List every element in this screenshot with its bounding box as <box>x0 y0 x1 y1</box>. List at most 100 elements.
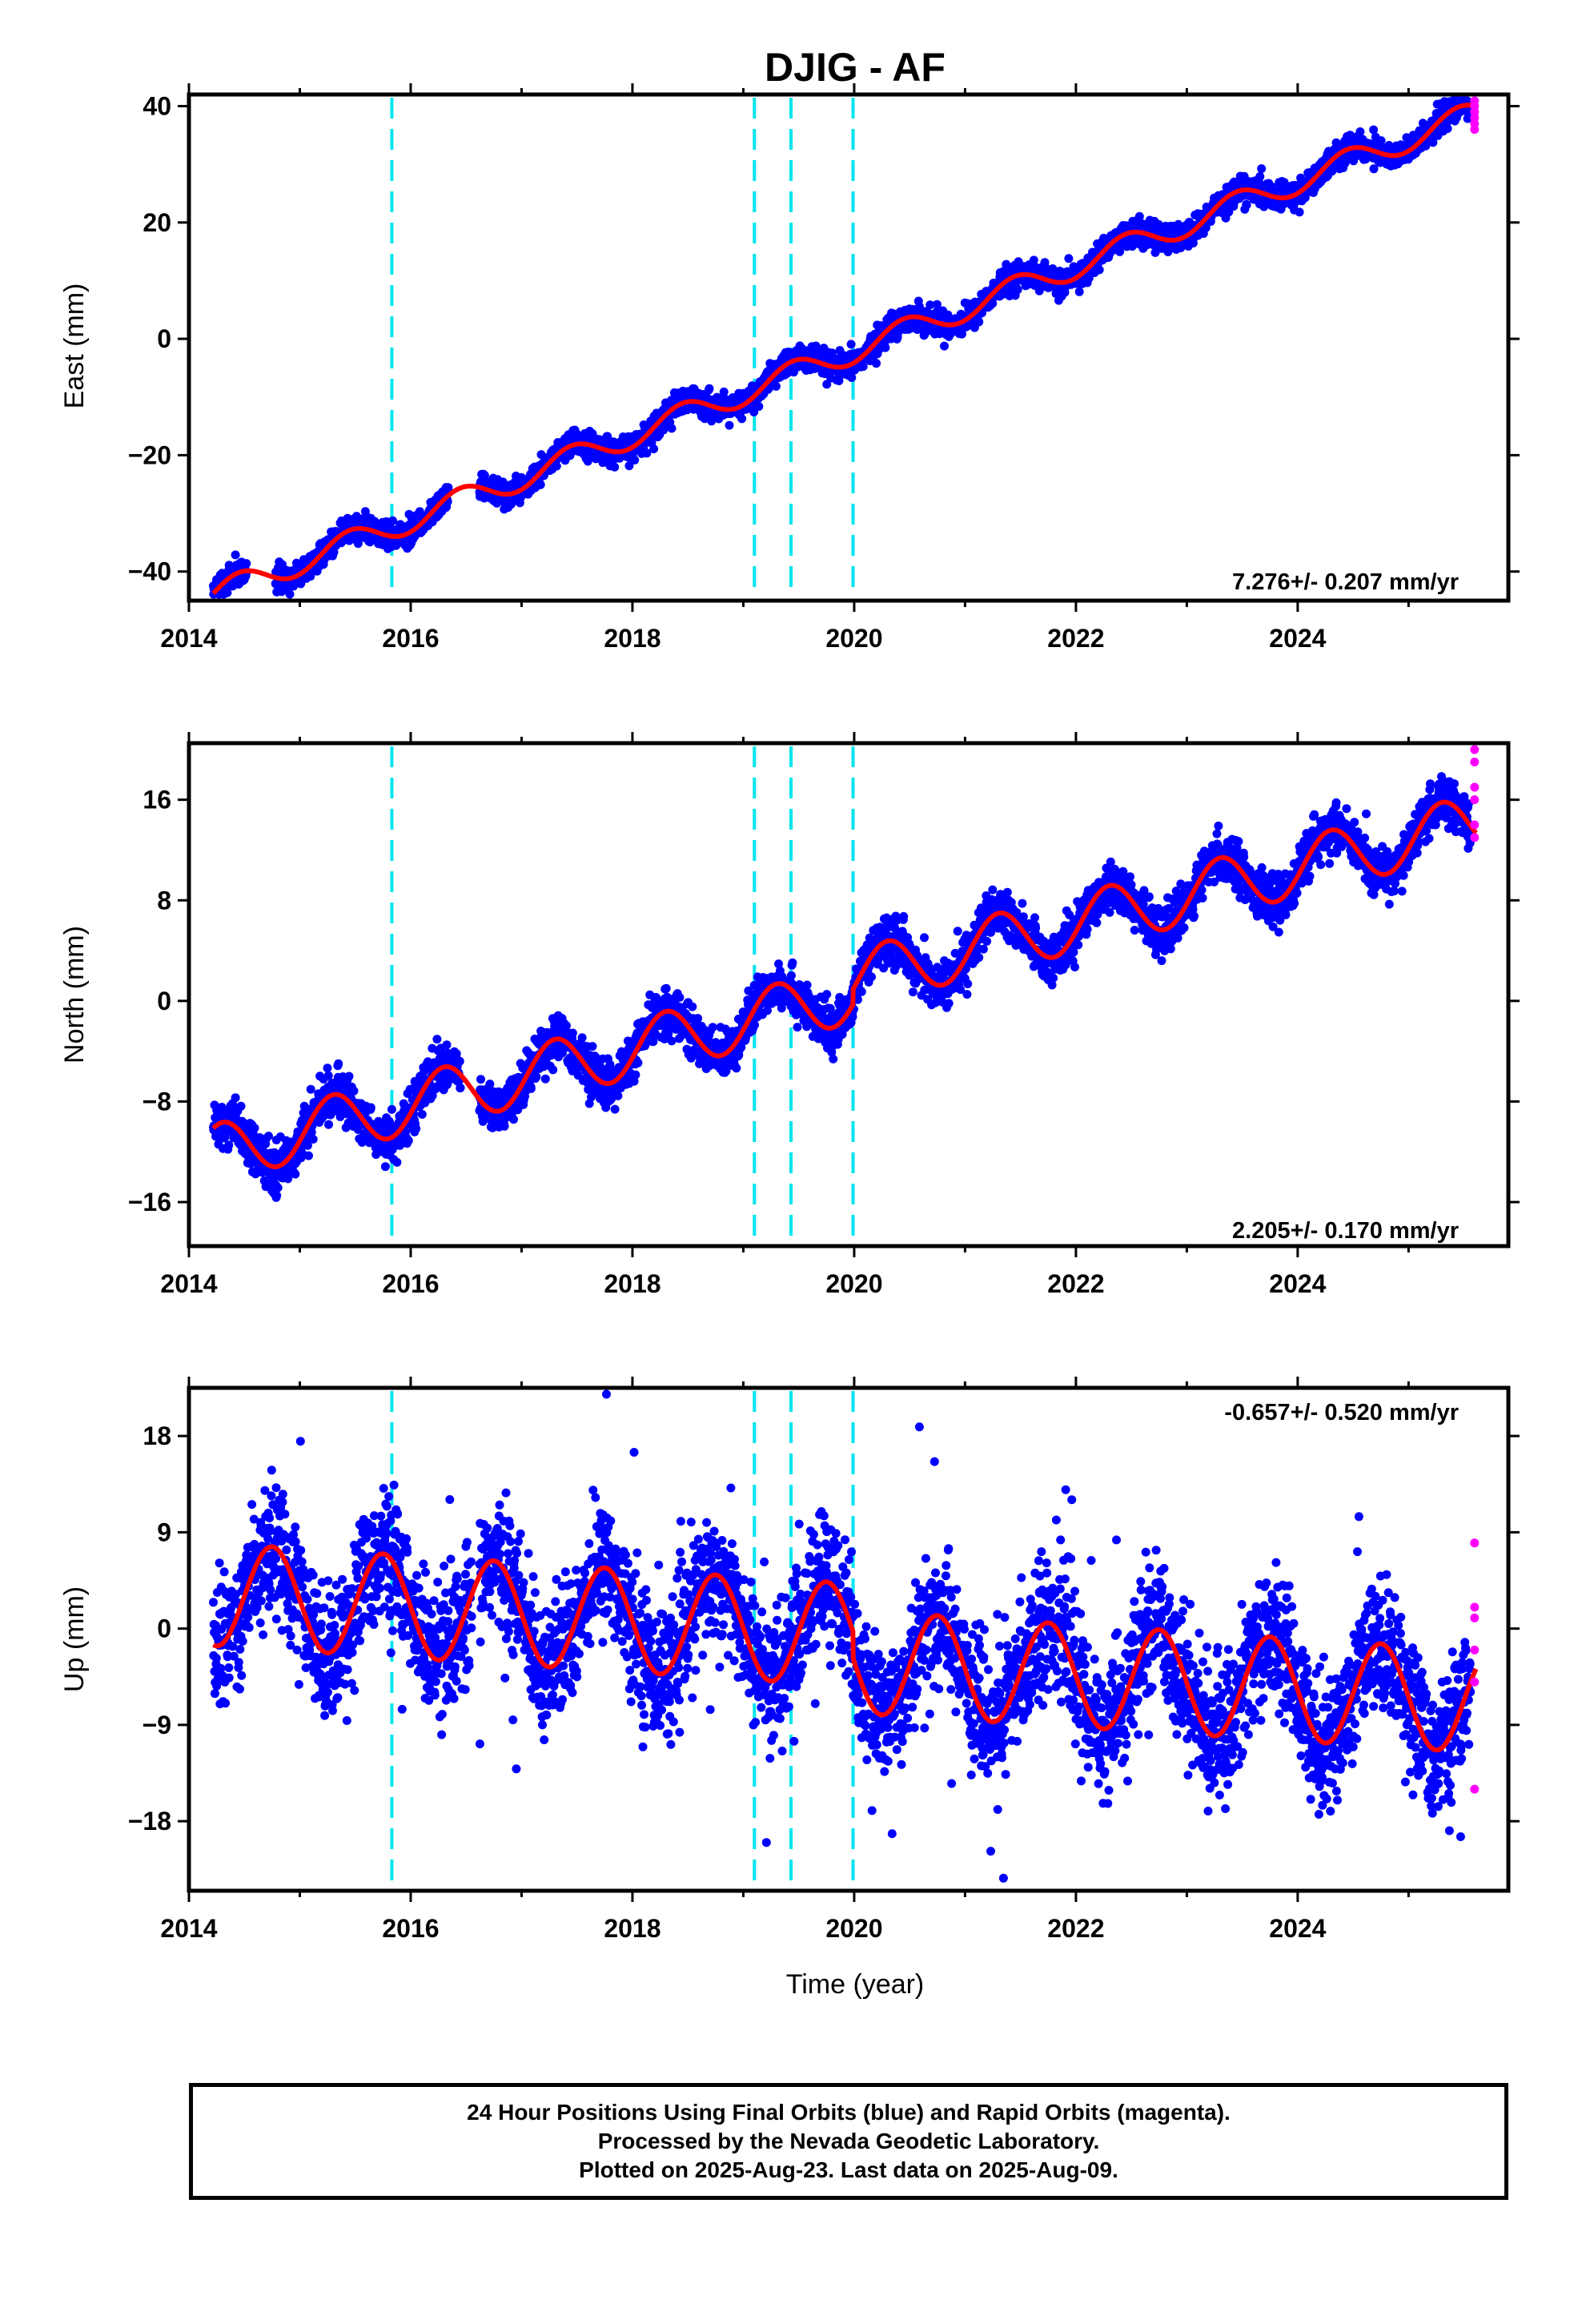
data-point <box>273 1183 283 1192</box>
final-orbit-points <box>209 96 1476 599</box>
data-point <box>754 402 764 411</box>
model-fit-curve <box>211 103 1478 596</box>
xtick-label: 2016 <box>382 624 439 653</box>
data-point <box>456 1083 465 1092</box>
data-point <box>285 589 295 599</box>
data-point <box>476 1075 485 1084</box>
data-point <box>858 362 868 372</box>
data-point <box>1013 285 1022 295</box>
data-point <box>737 414 747 424</box>
xtick-label: 2016 <box>382 1269 439 1298</box>
xtick-label: 2024 <box>1269 624 1326 653</box>
east-rate-label: 7.276+/- 0.207 mm/yr <box>1232 569 1459 595</box>
data-point <box>417 1110 427 1119</box>
xtick-label: 2020 <box>825 624 882 653</box>
data-point <box>705 384 714 393</box>
rapid-point <box>1470 107 1480 117</box>
data-point <box>236 1101 246 1111</box>
ytick-label: −20 <box>128 440 171 469</box>
data-point <box>306 1084 315 1094</box>
ytick-label: −40 <box>128 557 171 586</box>
data-point <box>291 1169 300 1179</box>
final-orbit-points <box>209 772 1476 1202</box>
data-point <box>264 1132 273 1141</box>
chart-title: DJIG - AF <box>765 45 946 90</box>
plot-frame <box>187 92 1511 603</box>
xtick-label: 2018 <box>604 1269 661 1298</box>
data-point <box>725 420 734 430</box>
data-point <box>442 1040 452 1050</box>
data-point <box>1295 207 1304 217</box>
panel-north: North (mm) 16 8 0 −8 −16 2014 2016 2018 2020 2022… <box>59 732 1520 1298</box>
data-point <box>1064 254 1074 263</box>
data-point <box>536 480 545 489</box>
xtick-label: 2022 <box>1047 624 1104 653</box>
data-point <box>649 444 659 453</box>
ytick-label: 16 <box>143 786 171 814</box>
data-point <box>308 1135 318 1144</box>
data-point <box>455 1056 464 1066</box>
data-point <box>974 317 984 327</box>
data-point <box>846 340 856 349</box>
data-point <box>630 456 640 464</box>
data-point <box>323 1063 332 1073</box>
data-point <box>324 1120 333 1129</box>
data-point <box>1074 287 1084 296</box>
ytick-label: 8 <box>157 886 171 915</box>
panel-east: East (mm) 40 20 0 −20 −40 2014 2016 2018 2020 202… <box>59 83 1520 653</box>
data-point <box>1443 124 1452 133</box>
data-point <box>224 1140 234 1150</box>
rapid-point <box>1470 125 1480 135</box>
data-point <box>304 1151 313 1160</box>
data-point <box>1355 127 1365 136</box>
ytick-label: 20 <box>143 208 171 237</box>
data-point <box>283 1174 293 1184</box>
data-point <box>250 1124 259 1133</box>
data-point <box>223 588 232 597</box>
xtick-label: 2022 <box>1047 1269 1104 1298</box>
data-point <box>366 1103 375 1112</box>
data-point <box>412 1124 421 1133</box>
data-point <box>452 1049 461 1059</box>
data-point <box>349 1086 359 1096</box>
data-point <box>940 341 949 351</box>
data-point <box>500 1121 509 1131</box>
data-point <box>231 550 240 560</box>
data-point <box>380 1162 390 1172</box>
data-point <box>242 559 251 569</box>
ytick-label: −8 <box>143 1087 171 1116</box>
data-point <box>872 359 881 368</box>
east-ylabel: East (mm) <box>59 283 90 409</box>
data-point <box>667 424 677 433</box>
data-point <box>387 1104 396 1114</box>
ytick-label: −16 <box>128 1188 171 1216</box>
ytick-label: 0 <box>157 987 171 1015</box>
data-point <box>344 1072 354 1081</box>
data-point <box>404 1136 413 1145</box>
rapid-orbit-points <box>1470 96 1480 135</box>
data-point <box>1094 265 1104 275</box>
data-point <box>432 1035 442 1044</box>
data-point <box>231 1093 240 1103</box>
data-point <box>272 1191 282 1200</box>
data-point <box>1029 255 1038 265</box>
data-point <box>1255 171 1265 181</box>
xtick-label: 2014 <box>160 1269 217 1298</box>
ytick-label: 40 <box>143 92 171 121</box>
data-point <box>881 343 890 352</box>
data-point <box>1242 200 1251 210</box>
xtick-label: 2024 <box>1269 1269 1326 1298</box>
xtick-label: 2018 <box>604 624 661 653</box>
ytick-label: 0 <box>157 324 171 353</box>
xtick-label: 2020 <box>825 1269 882 1298</box>
xtick-label: 2014 <box>160 624 217 653</box>
data-point <box>610 462 620 472</box>
data-point <box>771 381 781 391</box>
data-point <box>334 1059 343 1068</box>
north-ylabel: North (mm) <box>59 926 90 1063</box>
data-point <box>1257 164 1267 174</box>
data-point <box>509 1115 518 1124</box>
data-point <box>392 1157 402 1167</box>
data-point <box>388 516 397 525</box>
